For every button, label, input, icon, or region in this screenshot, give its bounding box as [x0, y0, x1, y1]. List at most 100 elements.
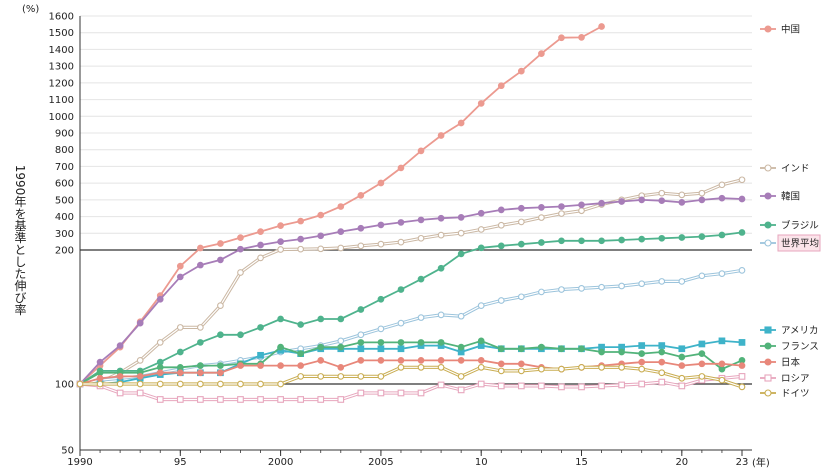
x-tick-label: 10	[475, 457, 488, 468]
legend-item-中国: 中国	[760, 24, 800, 36]
series-lines	[76, 23, 746, 403]
data-point	[96, 369, 104, 377]
data-point	[217, 256, 224, 264]
legend-marker	[764, 374, 772, 382]
data-point	[538, 50, 545, 57]
data-point	[558, 383, 565, 391]
data-point	[437, 363, 445, 371]
data-point	[477, 244, 485, 252]
data-point	[277, 396, 284, 403]
data-point	[257, 228, 264, 235]
data-point	[718, 360, 726, 368]
series-line	[79, 339, 743, 385]
data-point	[578, 363, 585, 371]
data-point	[437, 132, 445, 139]
data-point	[337, 343, 345, 351]
data-point	[397, 339, 405, 346]
data-point	[678, 234, 686, 241]
data-point	[417, 339, 425, 346]
data-point	[477, 337, 485, 345]
data-point	[658, 342, 666, 349]
series-インド	[76, 176, 746, 388]
data-point	[497, 221, 505, 229]
data-point	[237, 245, 244, 253]
data-point	[377, 325, 385, 333]
data-point	[417, 357, 425, 364]
data-point	[337, 373, 345, 380]
data-point	[698, 350, 706, 357]
data-point	[277, 315, 284, 323]
data-point	[297, 362, 305, 369]
data-point	[437, 231, 445, 239]
series-韓国	[76, 194, 746, 388]
x-tick-label: 15	[575, 457, 588, 468]
data-point	[397, 357, 405, 364]
data-point	[317, 232, 325, 240]
data-point	[538, 382, 545, 390]
data-point	[477, 363, 485, 371]
data-point	[337, 363, 345, 371]
data-point	[598, 363, 605, 371]
legend-label: ドイツ	[781, 389, 810, 400]
data-point	[618, 282, 625, 290]
data-point	[698, 233, 706, 240]
data-point	[578, 34, 585, 41]
series-中国	[76, 23, 605, 388]
data-point	[457, 229, 465, 237]
data-point	[357, 242, 365, 250]
data-point	[698, 196, 706, 204]
data-point	[517, 367, 525, 375]
series-line-inner	[79, 179, 743, 385]
data-point	[116, 389, 124, 397]
data-point	[618, 381, 625, 389]
legend-label: 中国	[781, 24, 800, 36]
data-point	[337, 203, 345, 210]
data-point	[618, 363, 625, 371]
data-point	[437, 381, 445, 389]
y-tick-label: 900	[55, 129, 74, 140]
data-point	[598, 348, 605, 356]
data-point	[517, 67, 525, 75]
data-point	[217, 380, 224, 388]
data-point	[257, 351, 264, 359]
data-point	[96, 358, 104, 366]
y-tick-label: 200	[55, 246, 74, 257]
data-point	[156, 369, 164, 377]
x-unit-label: (年)	[752, 456, 770, 469]
data-point	[217, 331, 224, 339]
data-point	[698, 360, 706, 368]
data-point	[658, 189, 666, 197]
data-point	[618, 236, 625, 244]
grid-lines	[80, 15, 752, 385]
data-point	[497, 82, 505, 90]
data-point	[638, 350, 646, 357]
legend-marker	[764, 358, 772, 366]
data-point	[738, 195, 746, 203]
y-unit-label: (%)	[22, 4, 39, 15]
y-tick-label: 300	[55, 229, 74, 240]
data-point	[477, 357, 485, 364]
data-point	[658, 348, 666, 356]
data-point	[397, 219, 405, 226]
data-point	[578, 237, 585, 245]
legend-label: 世界平均	[781, 238, 819, 250]
data-point	[477, 209, 485, 217]
legend-item-日本: 日本	[760, 357, 801, 369]
data-point	[558, 210, 565, 217]
data-point	[397, 319, 405, 327]
data-point	[397, 164, 405, 172]
data-point	[738, 362, 746, 369]
data-point	[257, 241, 264, 249]
data-point	[337, 337, 345, 345]
series-line-outer	[79, 374, 743, 402]
x-tick-label: 23	[736, 457, 749, 468]
data-point	[638, 365, 646, 373]
y-tick-label: 1000	[49, 112, 74, 123]
data-point	[277, 222, 284, 229]
data-point	[337, 396, 345, 403]
data-point	[357, 389, 365, 397]
data-point	[156, 396, 164, 403]
y-tick-label: 50	[61, 446, 74, 457]
data-point	[517, 382, 525, 390]
data-point	[558, 286, 565, 293]
